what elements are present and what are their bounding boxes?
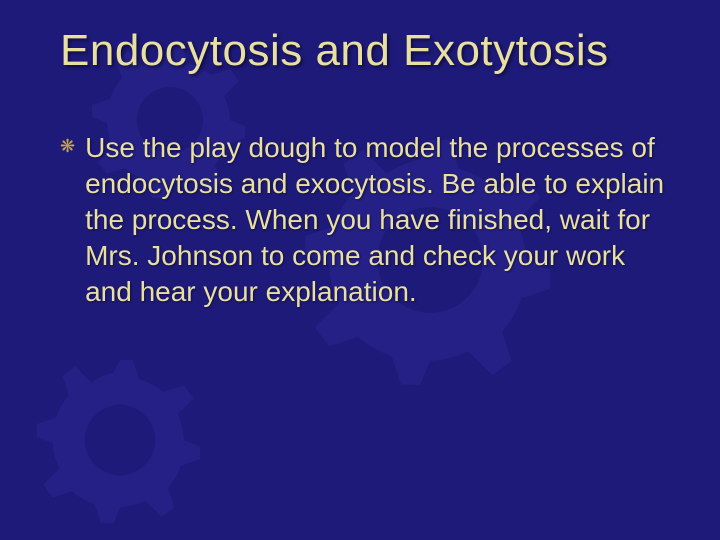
body-text: Use the play dough to model the processe… (85, 130, 670, 309)
slide-title: Endocytosis and Exotytosis (60, 28, 670, 74)
slide-content: Endocytosis and Exotytosis ❋ Use the pla… (0, 0, 720, 349)
slide: Endocytosis and Exotytosis ❋ Use the pla… (0, 0, 720, 540)
bullet-row: ❋ Use the play dough to model the proces… (60, 130, 670, 309)
bullet-icon: ❋ (60, 136, 75, 157)
